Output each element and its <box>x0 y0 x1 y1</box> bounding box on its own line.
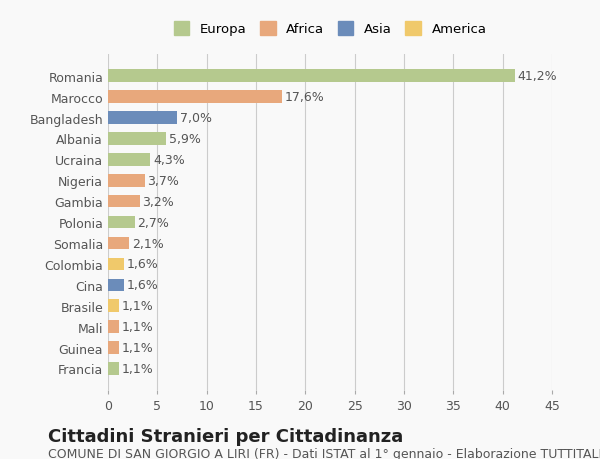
Bar <box>108 237 129 250</box>
Text: 41,2%: 41,2% <box>517 70 557 83</box>
Text: 1,1%: 1,1% <box>122 362 154 375</box>
Bar <box>108 216 134 229</box>
Bar <box>108 196 140 208</box>
Text: 7,0%: 7,0% <box>180 112 212 125</box>
Text: 2,1%: 2,1% <box>131 237 163 250</box>
Bar <box>108 258 124 271</box>
Text: 4,3%: 4,3% <box>154 154 185 167</box>
Text: 3,2%: 3,2% <box>143 195 174 208</box>
Bar <box>108 300 119 312</box>
Text: 5,9%: 5,9% <box>169 133 201 146</box>
Bar <box>108 133 166 146</box>
Legend: Europa, Africa, Asia, America: Europa, Africa, Asia, America <box>170 18 490 40</box>
Text: 1,1%: 1,1% <box>122 300 154 313</box>
Bar <box>108 321 119 333</box>
Text: 1,6%: 1,6% <box>127 258 158 271</box>
Bar <box>108 70 515 83</box>
Bar <box>108 341 119 354</box>
Bar <box>108 91 281 104</box>
Bar <box>108 363 119 375</box>
Bar <box>108 279 124 291</box>
Text: 1,6%: 1,6% <box>127 279 158 291</box>
Text: 2,7%: 2,7% <box>137 216 169 229</box>
Text: 17,6%: 17,6% <box>284 91 325 104</box>
Bar <box>108 174 145 187</box>
Text: 3,7%: 3,7% <box>148 174 179 187</box>
Bar <box>108 112 177 124</box>
Text: 1,1%: 1,1% <box>122 320 154 333</box>
Bar <box>108 154 151 166</box>
Text: COMUNE DI SAN GIORGIO A LIRI (FR) - Dati ISTAT al 1° gennaio - Elaborazione TUTT: COMUNE DI SAN GIORGIO A LIRI (FR) - Dati… <box>48 448 600 459</box>
Text: Cittadini Stranieri per Cittadinanza: Cittadini Stranieri per Cittadinanza <box>48 427 403 445</box>
Text: 1,1%: 1,1% <box>122 341 154 354</box>
